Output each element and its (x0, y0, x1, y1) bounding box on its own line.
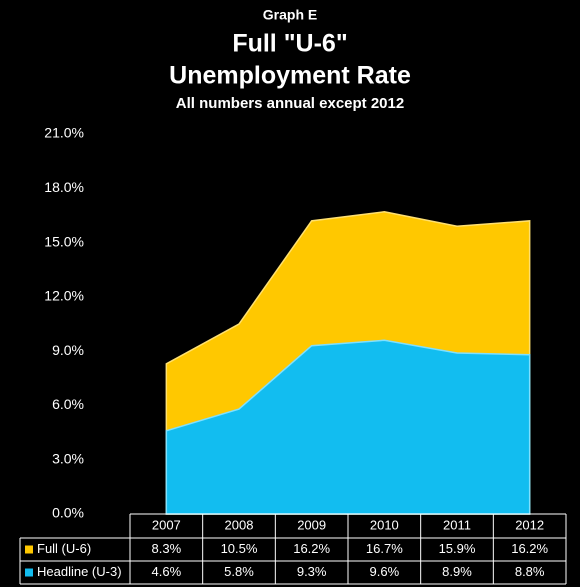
data-label: 8.9% (442, 564, 472, 579)
y-tick-label: 18.0% (44, 179, 84, 195)
chart-subtitle: Full "U-6" (232, 30, 347, 58)
data-label: 16.2% (511, 541, 548, 556)
x-tick-label: 2008 (225, 517, 254, 532)
legend-swatch (25, 545, 33, 554)
y-tick-label: 9.0% (52, 342, 84, 358)
data-label: 9.6% (370, 564, 400, 579)
legend-swatch (25, 568, 33, 577)
legend-label: Full (U-6) (37, 541, 91, 556)
y-tick-label: 6.0% (52, 396, 84, 412)
x-tick-label: 2009 (297, 517, 326, 532)
chart-title: Graph E (263, 7, 317, 23)
area (165, 339, 531, 515)
data-label: 9.3% (297, 564, 327, 579)
data-label: 8.3% (152, 541, 182, 556)
data-label: 5.8% (224, 564, 254, 579)
y-tick-label: 21.0% (44, 125, 84, 141)
data-label: 4.6% (152, 564, 182, 579)
y-tick-label: 12.0% (44, 288, 84, 304)
data-label: 10.5% (221, 541, 258, 556)
y-tick-label: 0.0% (52, 505, 84, 521)
data-label: 8.8% (515, 564, 545, 579)
x-tick-label: 2007 (152, 517, 181, 532)
chart-note: All numbers annual except 2012 (176, 95, 404, 112)
x-tick-label: 2011 (443, 517, 471, 532)
legend-label: Headline (U-3) (37, 564, 122, 579)
data-label: 16.7% (366, 541, 403, 556)
y-tick-label: 15.0% (44, 233, 84, 249)
y-tick-label: 3.0% (52, 450, 84, 466)
chart-subtitle: Unemployment Rate (169, 62, 411, 90)
data-label: 16.2% (293, 541, 330, 556)
x-tick-label: 2010 (370, 517, 399, 532)
data-label: 15.9% (439, 541, 476, 556)
x-tick-label: 2012 (515, 517, 544, 532)
